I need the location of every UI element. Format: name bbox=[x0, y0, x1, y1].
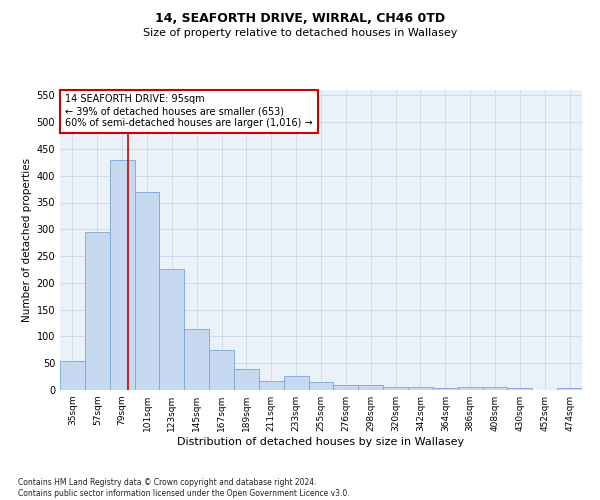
Bar bbox=[557, 388, 582, 390]
Bar bbox=[134, 192, 160, 390]
Bar bbox=[160, 270, 184, 390]
Bar bbox=[60, 360, 85, 390]
Bar bbox=[209, 350, 234, 390]
Bar bbox=[85, 232, 110, 390]
Bar bbox=[458, 388, 482, 390]
Text: 14 SEAFORTH DRIVE: 95sqm
← 39% of detached houses are smaller (653)
60% of semi-: 14 SEAFORTH DRIVE: 95sqm ← 39% of detach… bbox=[65, 94, 313, 128]
Bar bbox=[110, 160, 134, 390]
Bar bbox=[234, 368, 259, 390]
Bar bbox=[383, 387, 408, 390]
Bar bbox=[334, 385, 358, 390]
Bar bbox=[408, 388, 433, 390]
Bar bbox=[508, 388, 532, 390]
Bar bbox=[284, 376, 308, 390]
Text: 14, SEAFORTH DRIVE, WIRRAL, CH46 0TD: 14, SEAFORTH DRIVE, WIRRAL, CH46 0TD bbox=[155, 12, 445, 26]
Bar bbox=[308, 382, 334, 390]
X-axis label: Distribution of detached houses by size in Wallasey: Distribution of detached houses by size … bbox=[178, 437, 464, 447]
Text: Size of property relative to detached houses in Wallasey: Size of property relative to detached ho… bbox=[143, 28, 457, 38]
Bar bbox=[433, 388, 458, 390]
Bar bbox=[358, 385, 383, 390]
Text: Contains HM Land Registry data © Crown copyright and database right 2024.
Contai: Contains HM Land Registry data © Crown c… bbox=[18, 478, 350, 498]
Bar bbox=[482, 388, 508, 390]
Bar bbox=[184, 330, 209, 390]
Bar bbox=[259, 382, 284, 390]
Y-axis label: Number of detached properties: Number of detached properties bbox=[22, 158, 32, 322]
